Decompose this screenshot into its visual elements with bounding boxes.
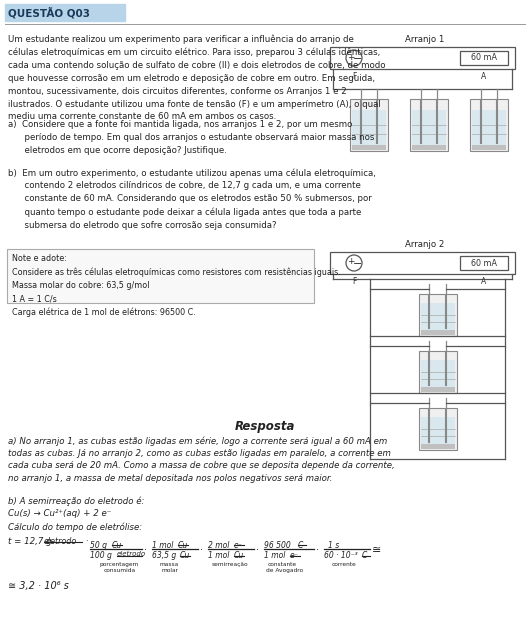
Text: C: C (362, 551, 367, 560)
Text: 60 mA: 60 mA (471, 54, 497, 62)
Text: a)  Considere que a fonte foi mantida ligada, nos arranjos 1 e 2, por um mesmo
 : a) Considere que a fonte foi mantida lig… (8, 120, 374, 154)
FancyBboxPatch shape (420, 387, 455, 392)
FancyBboxPatch shape (412, 145, 446, 150)
FancyBboxPatch shape (352, 111, 386, 147)
FancyBboxPatch shape (420, 417, 455, 446)
Text: massa: massa (160, 562, 179, 567)
Text: 1 s: 1 s (328, 541, 339, 550)
Text: 1 mol: 1 mol (152, 541, 173, 550)
Text: +: + (347, 258, 355, 266)
Text: ≅ 3,2 · 10⁶ s: ≅ 3,2 · 10⁶ s (8, 581, 69, 591)
FancyBboxPatch shape (420, 360, 455, 389)
Text: −: − (354, 259, 363, 269)
Circle shape (346, 50, 362, 66)
Text: 96 500: 96 500 (264, 541, 291, 550)
FancyBboxPatch shape (419, 408, 456, 450)
Text: Cu: Cu (178, 541, 188, 550)
Text: ≅: ≅ (372, 545, 382, 555)
FancyBboxPatch shape (460, 51, 508, 65)
FancyBboxPatch shape (330, 47, 515, 69)
FancyBboxPatch shape (472, 111, 506, 147)
Text: QUESTÃO Q03: QUESTÃO Q03 (8, 7, 90, 19)
Text: F: F (352, 277, 356, 286)
FancyBboxPatch shape (419, 351, 456, 393)
Text: F: F (352, 72, 356, 81)
Text: C: C (298, 541, 303, 550)
Text: semirreação: semirreação (212, 562, 249, 567)
Text: Arranjo 1: Arranjo 1 (405, 35, 445, 44)
FancyBboxPatch shape (470, 99, 508, 151)
Text: Um estudante realizou um experimento para verificar a influência do arranjo de
c: Um estudante realizou um experimento par… (8, 34, 385, 121)
Text: 63,5 g: 63,5 g (152, 551, 176, 560)
Text: 1 mol: 1 mol (208, 551, 229, 560)
Text: a) No arranjo 1, as cubas estão ligadas em série, logo a corrente será igual a 6: a) No arranjo 1, as cubas estão ligadas … (8, 436, 395, 483)
Text: b)  Em um outro experimento, o estudante utilizou apenas uma célula eletroquímic: b) Em um outro experimento, o estudante … (8, 168, 376, 230)
Text: A: A (481, 277, 487, 286)
Text: ·: · (256, 545, 259, 555)
FancyBboxPatch shape (460, 256, 508, 270)
Text: constante: constante (268, 562, 297, 567)
Text: t = 12,7 g: t = 12,7 g (8, 537, 51, 546)
Text: molar: molar (162, 568, 179, 573)
Text: e⁻: e⁻ (290, 551, 299, 560)
Text: e⁻: e⁻ (234, 541, 243, 550)
FancyBboxPatch shape (330, 252, 515, 274)
Text: ·: · (83, 537, 89, 546)
Text: porcentagem: porcentagem (100, 562, 139, 567)
FancyBboxPatch shape (420, 444, 455, 449)
FancyBboxPatch shape (420, 330, 455, 335)
Text: b) A semirreação do eletrodo é:: b) A semirreação do eletrodo é: (8, 496, 144, 506)
Text: de Avogadro: de Avogadro (266, 568, 303, 573)
Text: Arranjo 2: Arranjo 2 (405, 240, 445, 249)
Text: 2 mol: 2 mol (208, 541, 229, 550)
FancyBboxPatch shape (419, 294, 456, 336)
Text: ·: · (144, 545, 147, 555)
Circle shape (346, 255, 362, 271)
FancyBboxPatch shape (5, 4, 125, 21)
Text: 100 g: 100 g (90, 551, 112, 560)
Text: Resposta: Resposta (235, 420, 295, 433)
Text: A: A (481, 72, 487, 81)
Text: Cálculo do tempo de eletrólise:: Cálculo do tempo de eletrólise: (8, 523, 142, 533)
Text: ·: · (316, 545, 319, 555)
Text: 60 · 10⁻³: 60 · 10⁻³ (324, 551, 358, 560)
Text: 50 g: 50 g (90, 541, 107, 550)
FancyBboxPatch shape (7, 249, 314, 303)
Text: 60 mA: 60 mA (471, 258, 497, 268)
Text: ·: · (200, 545, 203, 555)
Text: Cu(s) → Cu²⁺(aq) + 2 e⁻: Cu(s) → Cu²⁺(aq) + 2 e⁻ (8, 509, 111, 518)
Text: Cu: Cu (234, 551, 244, 560)
Text: Cu: Cu (180, 551, 190, 560)
FancyBboxPatch shape (412, 111, 446, 147)
FancyBboxPatch shape (350, 99, 388, 151)
Text: eletrodo: eletrodo (117, 551, 146, 557)
FancyBboxPatch shape (352, 145, 386, 150)
FancyBboxPatch shape (410, 99, 448, 151)
Text: +: + (347, 53, 355, 62)
Text: Cu: Cu (112, 541, 122, 550)
Text: eletrodo: eletrodo (44, 537, 77, 546)
Text: −: − (354, 54, 363, 64)
Text: corrente: corrente (332, 562, 357, 567)
Text: consumida: consumida (104, 568, 136, 573)
Text: Note e adote:
Considere as três células eletroquímicas como resistores com resis: Note e adote: Considere as três células … (12, 254, 341, 318)
FancyBboxPatch shape (420, 303, 455, 332)
Text: 1 mol: 1 mol (264, 551, 285, 560)
FancyBboxPatch shape (472, 145, 506, 150)
